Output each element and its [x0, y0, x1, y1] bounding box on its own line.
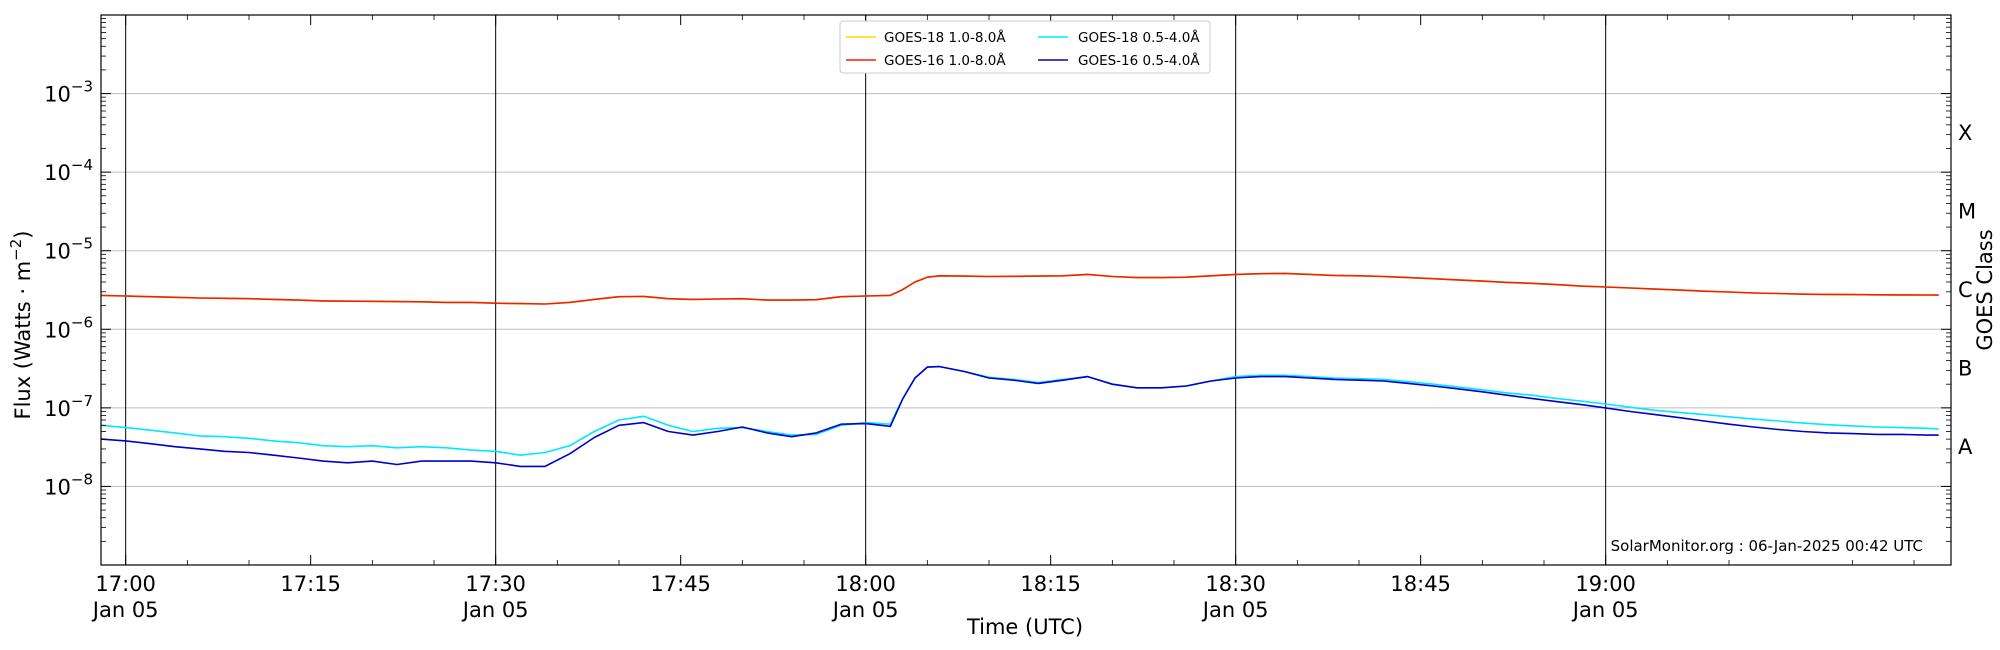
goes-class-label: C [1958, 278, 1973, 302]
x-tick-label: 17:15 [280, 572, 341, 596]
x-tick-date-label: Jan 05 [461, 598, 529, 622]
y-tick-exponent: −5 [71, 235, 93, 253]
y-tick-base: 10 [44, 318, 71, 342]
y-tick-exponent: −6 [71, 313, 93, 331]
y-tick-base: 10 [44, 475, 71, 499]
legend-label-goes16-long: GOES-16 1.0-8.0Å [884, 52, 1006, 69]
x-axis-title: Time (UTC) [966, 615, 1083, 639]
y-tick-label: 10−6 [44, 313, 93, 342]
y-tick-base: 10 [44, 83, 71, 107]
y-tick-label: 10−7 [44, 392, 93, 421]
y-tick-label: 10−4 [44, 156, 93, 185]
y-tick-label: 10−8 [44, 470, 93, 499]
x-tick-label: 17:00 [95, 572, 156, 596]
x-tick-label: 18:30 [1205, 572, 1266, 596]
credit-text: SolarMonitor.org : 06-Jan-2025 00:42 UTC [1611, 537, 1923, 555]
x-tick-label: 18:15 [1020, 572, 1081, 596]
plot-frame [100, 14, 1952, 566]
legend: GOES-18 1.0-8.0Å GOES-16 1.0-8.0Å GOES-1… [839, 20, 1211, 74]
x-tick-label: 18:00 [835, 572, 896, 596]
goes-class-label: M [1958, 199, 1976, 223]
y-tick-label: 10−5 [44, 235, 93, 264]
series-layer [100, 272, 1939, 468]
series-line-3 [100, 365, 1939, 468]
x-tick-date-label: Jan 05 [831, 598, 899, 622]
x-tick-label: 17:30 [465, 572, 526, 596]
x-tick-label: 19:00 [1575, 572, 1636, 596]
y-axis-title: Flux (Watts · m−2) [7, 230, 35, 419]
goes-class-axis-title: GOES Class [1973, 229, 1997, 350]
goes-class-label: B [1958, 357, 1972, 381]
y-tick-exponent: −4 [71, 156, 93, 174]
y-axis-title-close: ) [11, 230, 35, 238]
y-axis-title-main: Flux (Watts · m [11, 261, 35, 420]
legend-label-goes18-short: GOES-18 0.5-4.0Å [1078, 29, 1200, 46]
series-line-1 [100, 272, 1939, 305]
x-tick-label: 18:45 [1390, 572, 1451, 596]
vertical-lines [125, 15, 1607, 565]
y-tick-exponent: −7 [71, 392, 93, 410]
legend-label-goes18-long: GOES-18 1.0-8.0Å [884, 29, 1006, 46]
y-tick-base: 10 [44, 240, 71, 264]
goes-class-label: A [1958, 435, 1973, 459]
x-tick-date-label: Jan 05 [1571, 598, 1639, 622]
y-tick-exponent: −8 [71, 470, 93, 488]
legend-label-goes16-short: GOES-16 0.5-4.0Å [1078, 52, 1200, 69]
legend-box [839, 20, 1211, 74]
y-tick-label: 10−3 [44, 78, 93, 107]
x-tick-label: 17:45 [650, 572, 711, 596]
y-axis-title-sup: −2 [7, 239, 25, 261]
y-tick-exponent: −3 [71, 78, 93, 96]
x-tick-date-label: Jan 05 [1201, 598, 1269, 622]
y-tick-base: 10 [44, 161, 71, 185]
series-line-2 [100, 365, 1939, 457]
grid-layer [101, 93, 1951, 487]
goes-class-label: X [1958, 121, 1972, 145]
x-tick-date-label: Jan 05 [91, 598, 159, 622]
y-tick-base: 10 [44, 397, 71, 421]
